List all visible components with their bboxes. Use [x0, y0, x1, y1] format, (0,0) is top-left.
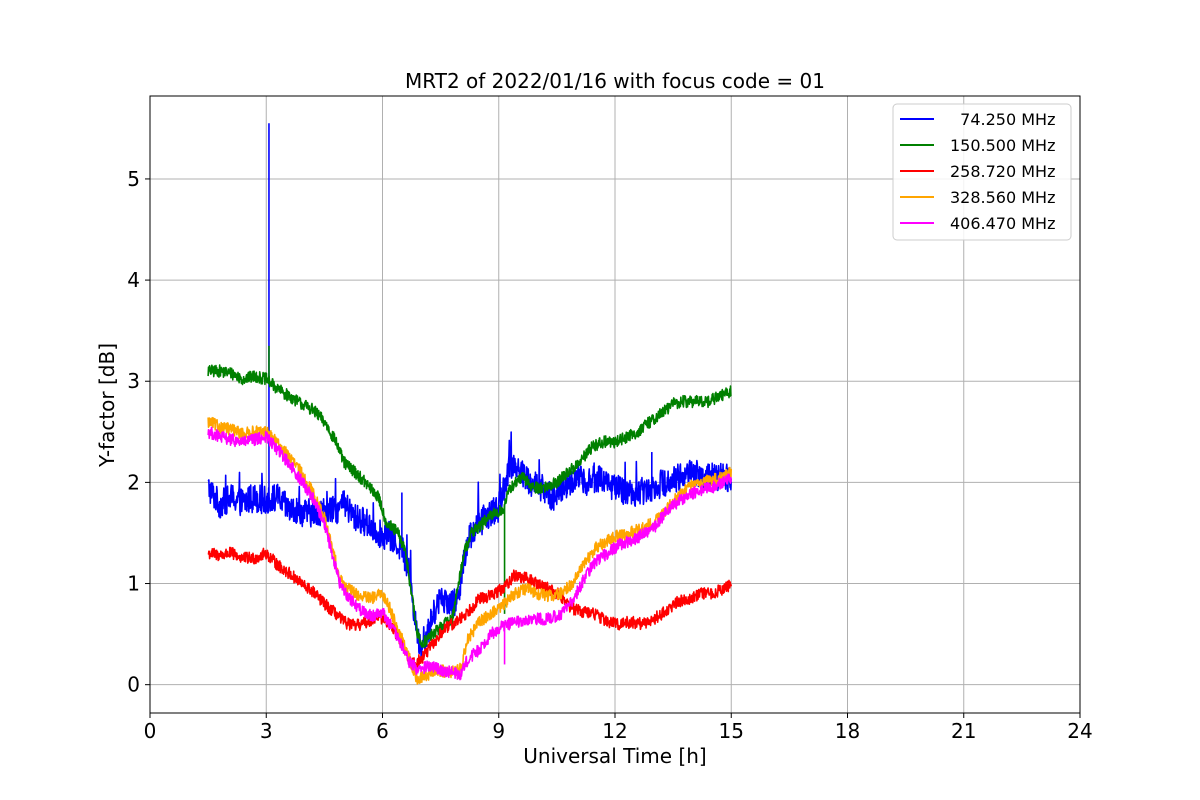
x-tick-label: 0 — [144, 719, 157, 743]
legend-box — [892, 103, 1072, 241]
legend-label: 406.470 MHz — [950, 214, 1055, 233]
x-axis-label: Universal Time [h] — [523, 744, 706, 768]
y-axis-ticks: 0 1 2 3 4 5 — [127, 167, 150, 697]
chart-title: MRT2 of 2022/01/16 with focus code = 01 — [405, 69, 825, 93]
series-2 — [207, 546, 733, 671]
x-tick-label: 12 — [602, 719, 627, 743]
y-axis-label: Y-factor [dB] — [95, 343, 119, 468]
legend-label: 258.720 MHz — [950, 162, 1055, 181]
y-tick-label: 0 — [127, 673, 140, 697]
series-line — [207, 546, 733, 671]
x-tick-label: 9 — [492, 719, 505, 743]
legend-item: 258.720 MHz — [900, 162, 1055, 181]
legend-label: 74.250 MHz — [950, 110, 1055, 129]
series-1 — [207, 345, 732, 648]
x-tick-label: 24 — [1067, 719, 1092, 743]
series-layer — [207, 123, 733, 685]
y-tick-label: 3 — [127, 369, 140, 393]
legend: 74.250 MHz 150.500 MHz 258.720 MHz 328.560 … — [892, 103, 1072, 241]
series-line — [207, 364, 732, 648]
legend-item: 150.500 MHz — [900, 136, 1055, 155]
x-tick-label: 18 — [835, 719, 860, 743]
x-tick-label: 15 — [719, 719, 744, 743]
y-tick-label: 1 — [127, 572, 140, 596]
y-tick-label: 2 — [127, 470, 140, 494]
x-tick-label: 6 — [376, 719, 389, 743]
x-tick-label: 3 — [260, 719, 273, 743]
legend-item: 74.250 MHz — [900, 110, 1055, 129]
legend-item: 328.560 MHz — [900, 188, 1055, 207]
series-line — [207, 426, 733, 681]
x-axis-ticks: 0 3 6 9 12 15 18 21 24 — [144, 713, 1093, 743]
y-tick-label: 4 — [127, 268, 140, 292]
legend-item: 406.470 MHz — [900, 214, 1055, 233]
legend-label: 328.560 MHz — [950, 188, 1055, 207]
series-4 — [207, 426, 733, 681]
x-tick-label: 21 — [951, 719, 976, 743]
y-tick-label: 5 — [127, 167, 140, 191]
legend-label: 150.500 MHz — [950, 136, 1055, 155]
